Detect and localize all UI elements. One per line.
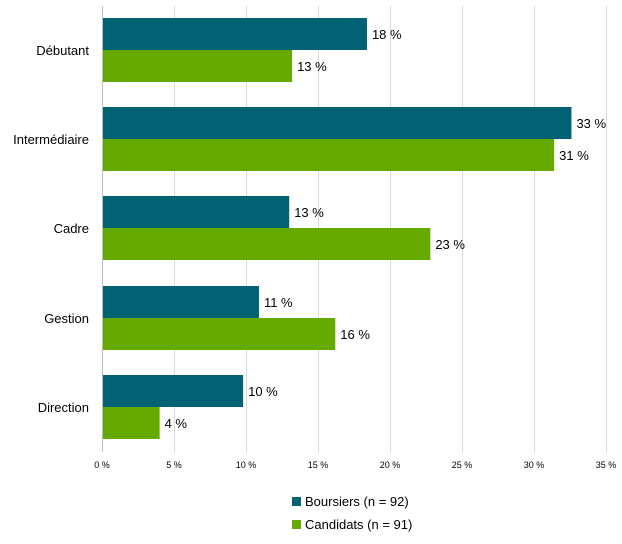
x-tick-label: 5 % bbox=[166, 460, 182, 470]
data-label: 11 % bbox=[264, 295, 293, 310]
legend: Boursiers (n = 92) Candidats (n = 91) bbox=[292, 494, 412, 532]
data-label: 23 % bbox=[435, 237, 465, 252]
category-label: Intermédiaire bbox=[13, 132, 89, 147]
data-label: 18 % bbox=[372, 27, 402, 42]
data-labels: 18 % 33 % 13 % 11 % 10 % 13 % 31 % 23 % 16 % 4 % bbox=[165, 27, 607, 431]
x-tick-label: 30 % bbox=[524, 460, 545, 470]
x-tick-label: 35 % bbox=[596, 460, 617, 470]
legend-label: Candidats (n = 91) bbox=[305, 517, 412, 532]
legend-label: Boursiers (n = 92) bbox=[305, 494, 409, 509]
legend-swatch bbox=[292, 520, 301, 529]
data-label: 4 % bbox=[165, 416, 188, 431]
bar-boursiers bbox=[103, 286, 259, 318]
bar-boursiers bbox=[103, 107, 572, 139]
bar-boursiers bbox=[103, 18, 367, 50]
bar-candidats bbox=[103, 318, 336, 350]
data-label: 31 % bbox=[559, 148, 589, 163]
data-label: 13 % bbox=[297, 59, 327, 74]
legend-swatch bbox=[292, 497, 301, 506]
bar-candidats bbox=[103, 139, 555, 171]
tick-labels: 0 % 5 % 10 % 15 % 20 % 25 % 30 % 35 % bbox=[94, 460, 616, 470]
x-tick-label: 25 % bbox=[452, 460, 473, 470]
category-label: Cadre bbox=[54, 221, 89, 236]
x-tick-label: 20 % bbox=[380, 460, 401, 470]
bar-candidats bbox=[103, 50, 293, 82]
data-label: 13 % bbox=[294, 205, 324, 220]
data-label: 16 % bbox=[340, 327, 370, 342]
category-label: Gestion bbox=[44, 311, 89, 326]
bar-candidats bbox=[103, 228, 431, 260]
bar-boursiers bbox=[103, 196, 290, 228]
category-label: Direction bbox=[38, 400, 89, 415]
bars bbox=[103, 18, 572, 439]
x-tick-label: 0 % bbox=[94, 460, 110, 470]
x-tick-label: 10 % bbox=[236, 460, 257, 470]
category-label: Débutant bbox=[36, 43, 89, 58]
category-labels: Débutant Intermédiaire Cadre Gestion Directi… bbox=[13, 43, 89, 415]
bar-candidats bbox=[103, 407, 160, 439]
data-label: 10 % bbox=[248, 384, 278, 399]
data-label: 33 % bbox=[576, 116, 606, 131]
x-tick-label: 15 % bbox=[308, 460, 329, 470]
bar-boursiers bbox=[103, 375, 244, 407]
